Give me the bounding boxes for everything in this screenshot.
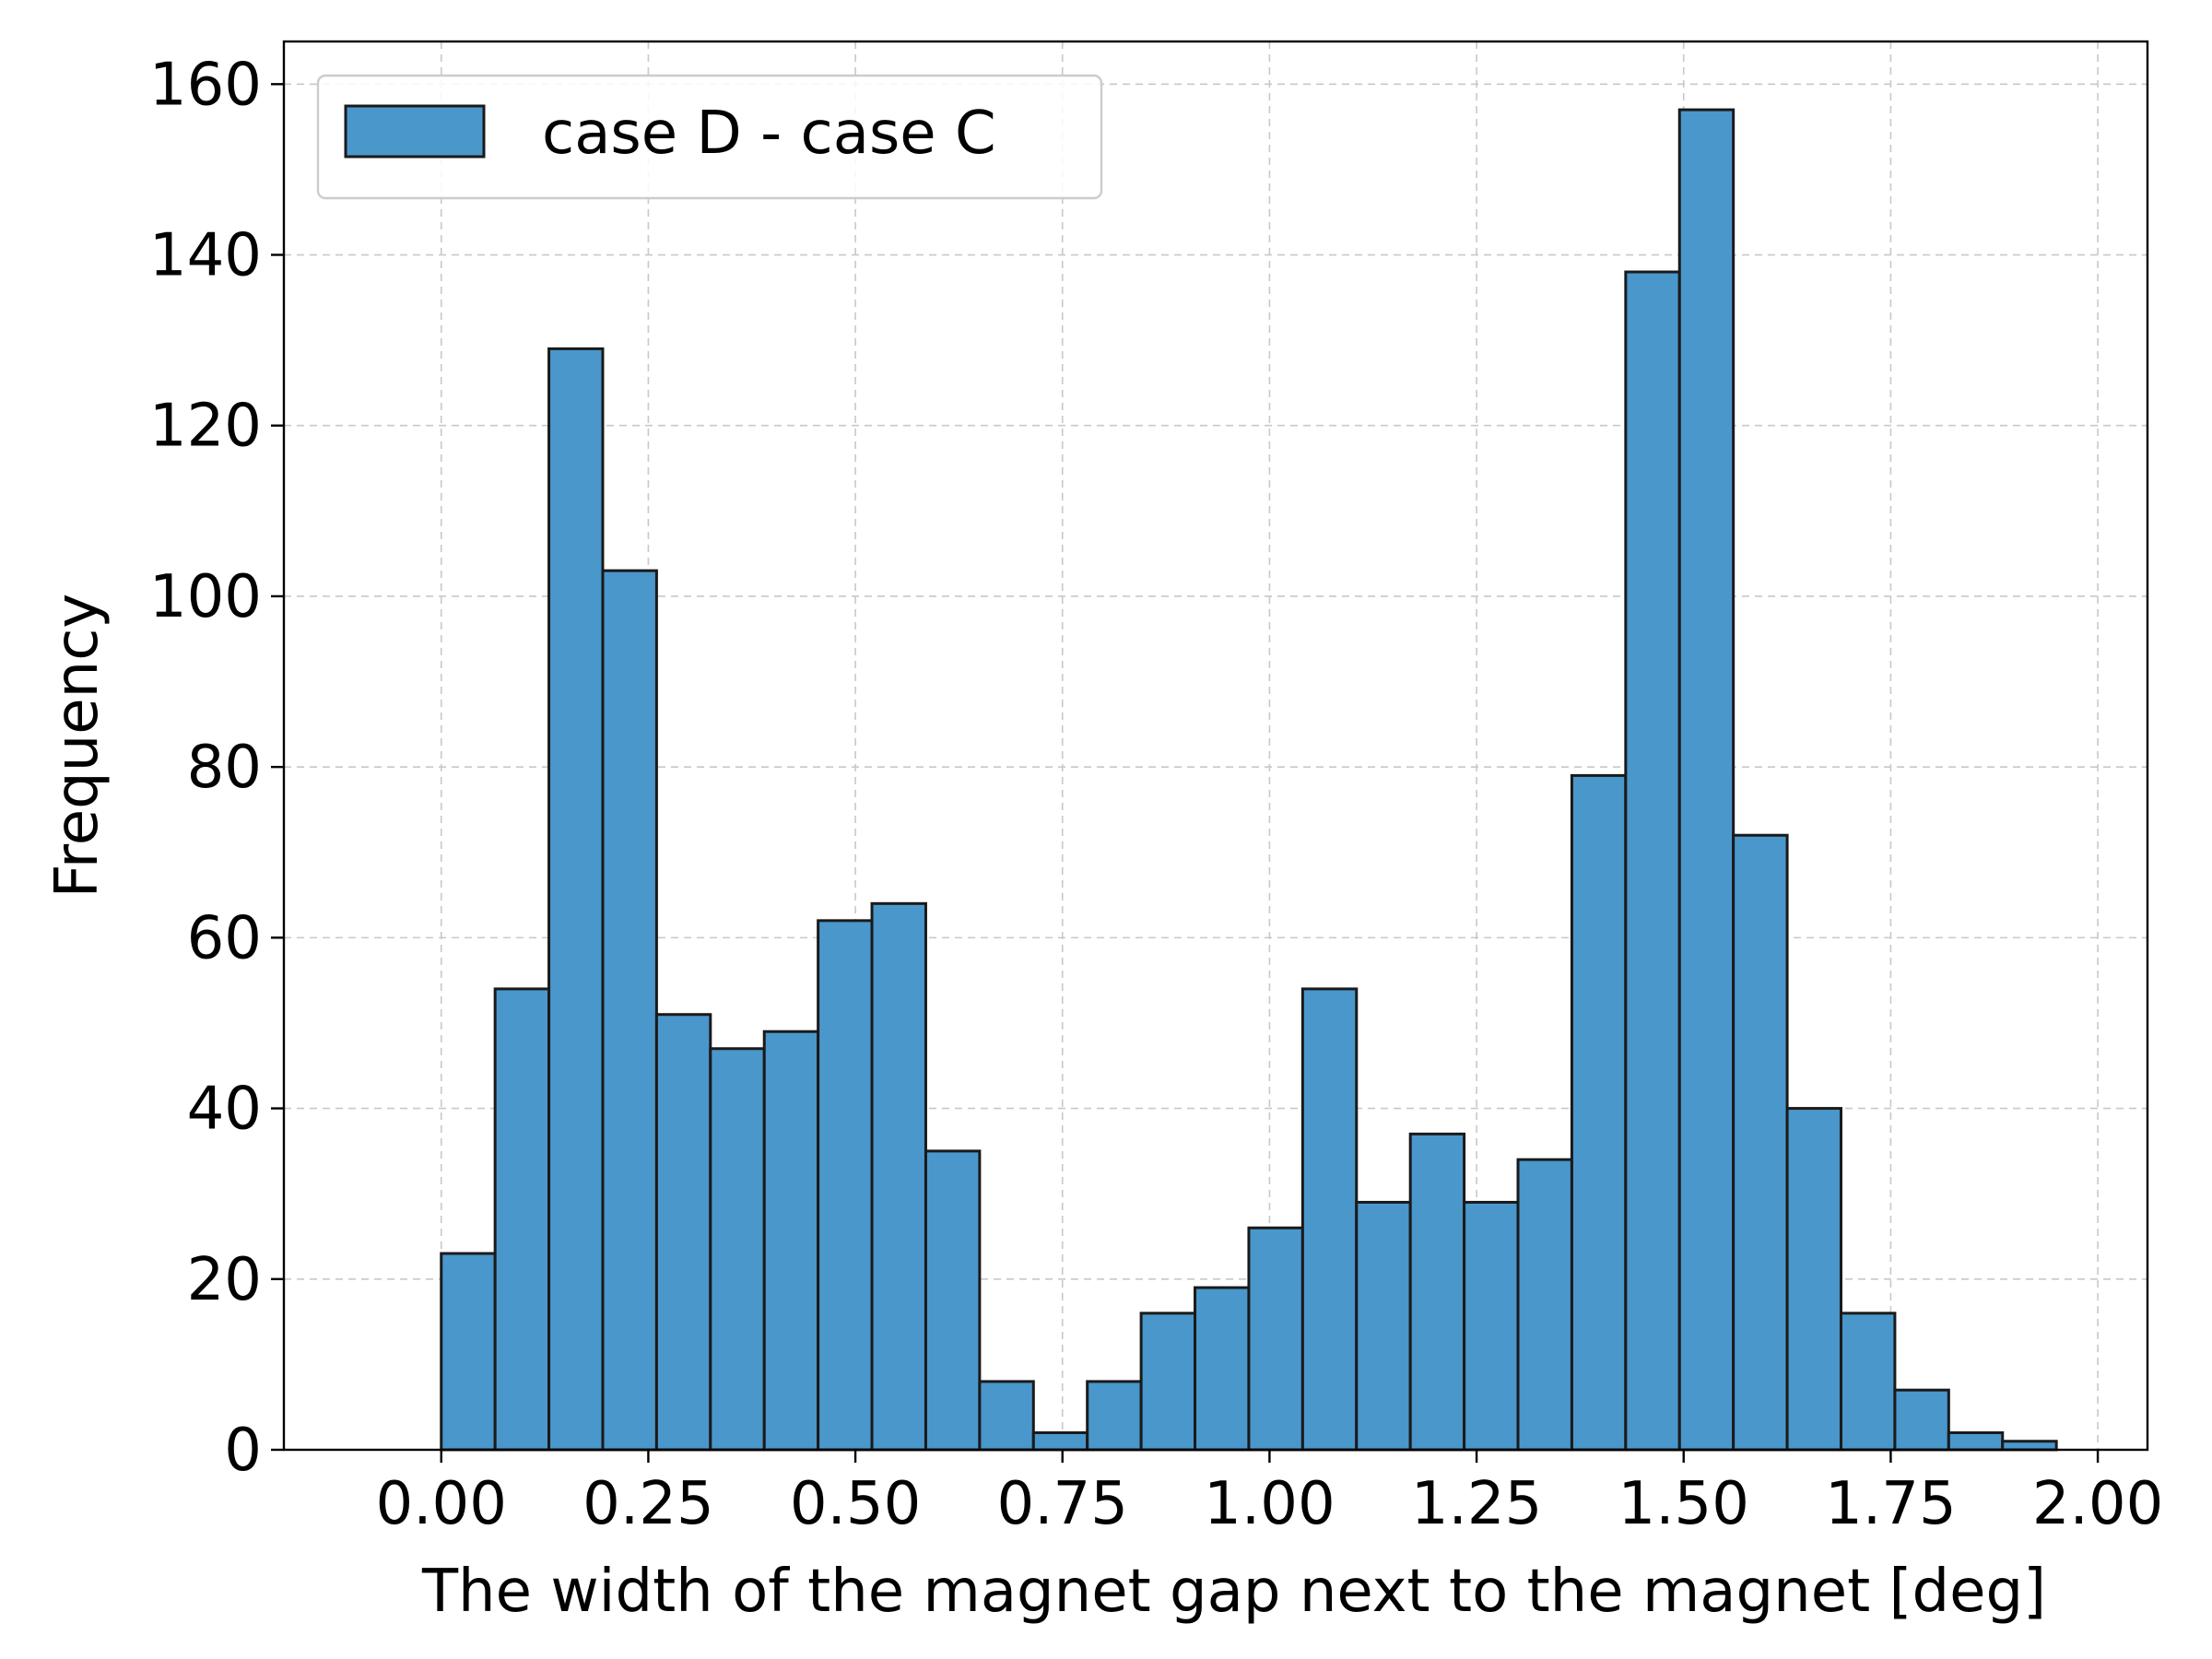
histogram-bar — [978, 1380, 1035, 1452]
y-tick-label: 80 — [187, 734, 262, 802]
histogram-bar — [654, 1013, 712, 1452]
histogram-bar — [709, 1047, 766, 1452]
x-tick-label: 1.50 — [1618, 1470, 1749, 1538]
y-axis-label: Frequency — [43, 594, 112, 899]
histogram-bar — [1086, 1380, 1143, 1452]
legend: case D - case C — [316, 74, 1103, 200]
histogram-bar — [440, 1252, 497, 1452]
histogram-bar — [1408, 1132, 1466, 1452]
histogram-bar — [1463, 1200, 1520, 1452]
x-tick-label: 1.00 — [1204, 1470, 1335, 1538]
histogram-bar — [1031, 1430, 1089, 1452]
x-axis-label: The width of the magnet gap next to the … — [421, 1558, 2046, 1626]
histogram-bar — [870, 901, 927, 1452]
histogram-bar — [762, 1030, 820, 1452]
legend-box — [316, 74, 1103, 200]
y-tick-label: 140 — [149, 222, 262, 290]
histogram-bar — [1785, 1107, 1842, 1452]
histogram-bar — [1947, 1430, 2005, 1452]
x-tick-label: 0.00 — [375, 1470, 507, 1538]
histogram-bar — [1839, 1312, 1897, 1452]
x-tick-label: 2.00 — [2032, 1470, 2164, 1538]
histogram-bar — [924, 1149, 982, 1452]
y-tick-label: 60 — [187, 904, 262, 972]
y-axis-ticks: 0 20 40 60 80 100 120 140 160 — [149, 51, 284, 1485]
x-tick-label: 0.75 — [996, 1470, 1128, 1538]
histogram-bar — [1139, 1312, 1197, 1452]
histogram-bar — [601, 569, 658, 1452]
x-tick-label: 0.50 — [790, 1470, 922, 1538]
histogram-bar — [817, 919, 874, 1452]
y-tick-label: 40 — [187, 1076, 262, 1144]
x-tick-label: 0.25 — [582, 1470, 714, 1538]
histogram-bar — [1194, 1286, 1251, 1452]
histogram-bar — [493, 987, 551, 1452]
x-axis-ticks: 0.00 0.25 0.50 0.75 1.00 1.25 1.50 1.75 2.00 — [375, 1450, 2163, 1538]
histogram-bar — [2001, 1440, 2058, 1452]
histogram-bar — [1893, 1388, 1950, 1452]
y-tick-label: 120 — [149, 393, 262, 461]
plot-frame — [282, 40, 2149, 1452]
histogram-bar — [1300, 987, 1359, 1452]
y-tick-label: 160 — [149, 51, 262, 119]
y-tick-label: 100 — [149, 563, 262, 631]
legend-swatch — [344, 104, 486, 159]
histogram-bar — [1624, 270, 1681, 1452]
x-tick-label: 1.25 — [1411, 1470, 1543, 1538]
histogram-bar — [547, 347, 605, 1452]
histogram-bar — [1516, 1158, 1573, 1452]
y-tick-label: 20 — [187, 1246, 262, 1314]
histogram-bar — [1247, 1226, 1304, 1452]
histogram-bar — [1570, 773, 1628, 1452]
histogram-bar — [1732, 833, 1789, 1452]
histogram-bar — [1355, 1200, 1412, 1452]
histogram-bar — [1677, 108, 1735, 1452]
x-tick-label: 1.75 — [1825, 1470, 1957, 1538]
legend-label: case D - case C — [542, 100, 996, 168]
histogram-bars — [440, 108, 2058, 1452]
y-tick-label: 0 — [224, 1417, 262, 1485]
